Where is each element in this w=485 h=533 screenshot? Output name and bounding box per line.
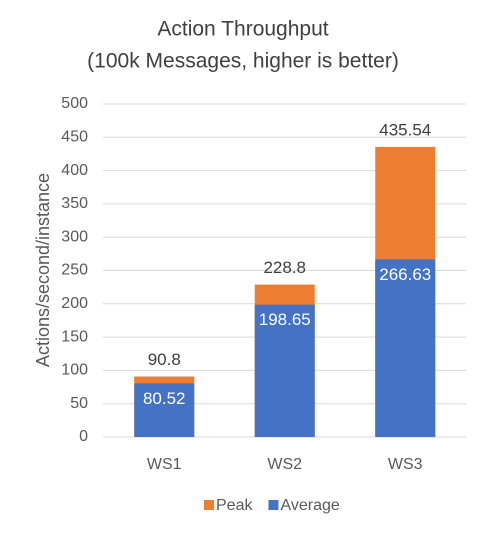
- y-tick-label: 200: [61, 295, 88, 312]
- x-tick-label: WS3: [388, 456, 423, 473]
- data-label: 228.8: [263, 258, 306, 277]
- bar: [375, 259, 436, 437]
- y-tick-label: 250: [61, 262, 88, 279]
- y-tick-label: 500: [61, 95, 88, 112]
- y-tick-label: 400: [61, 162, 88, 179]
- data-label: 90.8: [148, 350, 181, 369]
- legend-swatch: [268, 500, 279, 510]
- y-tick-label: 150: [61, 328, 88, 345]
- data-label: 266.63: [379, 265, 431, 284]
- data-label: 80.52: [143, 389, 186, 408]
- x-tick-label: WS2: [267, 456, 302, 473]
- y-axis-label: Actions/second/instance: [33, 173, 53, 367]
- chart-subtitle: (100k Messages, higher is better): [87, 50, 399, 73]
- x-tick-label: WS1: [147, 456, 182, 473]
- y-tick-label: 0: [79, 428, 88, 445]
- y-tick-label: 450: [61, 129, 88, 146]
- legend-label: Average: [280, 497, 339, 514]
- y-tick-label: 100: [61, 362, 88, 379]
- legend-label: Peak: [216, 497, 253, 514]
- bar: [254, 304, 315, 437]
- data-label: 198.65: [259, 310, 311, 329]
- chart-title: Action Throughput: [157, 18, 328, 41]
- legend-swatch: [204, 500, 214, 510]
- data-label: 435.54: [379, 120, 431, 139]
- y-tick-label: 300: [61, 228, 88, 245]
- bar: [134, 383, 195, 437]
- y-tick-label: 50: [70, 395, 88, 412]
- y-tick-label: 350: [61, 195, 88, 212]
